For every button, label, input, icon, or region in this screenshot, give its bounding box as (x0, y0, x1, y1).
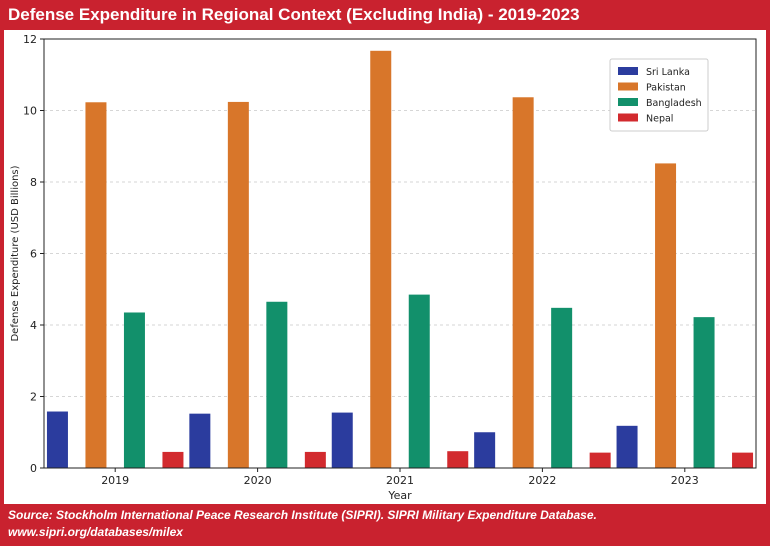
bar-chart: 0 2 4 6 8 10 12 2019 2020 2021 2022 2023 Year Defense… (10, 33, 757, 502)
bar-nepal-2021 (447, 451, 469, 468)
legend-label-pakistan: Pakistan (646, 83, 686, 94)
legend: Sri Lanka Pakistan Bangladesh Nepal (609, 58, 709, 132)
bar-bangladesh-2023 (693, 317, 715, 468)
x-tick-label: 2019 (101, 474, 129, 487)
bar-sri-lanka-2022 (474, 432, 496, 468)
y-tick-label: 12 (23, 33, 37, 46)
legend-swatch-bangladesh (618, 98, 638, 106)
bar-nepal-2023 (732, 452, 754, 468)
bar-sri-lanka-2021 (331, 412, 353, 468)
bar-sri-lanka-2023 (616, 425, 638, 468)
bar-pakistan-2019 (85, 102, 107, 468)
x-axis-label: Year (387, 489, 412, 502)
bar-pakistan-2021 (370, 50, 392, 469)
bar-pakistan-2023 (655, 163, 677, 468)
bar-bangladesh-2020 (266, 301, 288, 468)
x-tick-label: 2021 (386, 474, 414, 487)
legend-label-bangladesh: Bangladesh (646, 98, 702, 109)
bar-bangladesh-2021 (408, 294, 430, 468)
bar-bangladesh-2022 (551, 307, 573, 468)
x-tick-label: 2020 (244, 474, 272, 487)
legend-swatch-nepal (618, 113, 638, 122)
legend-box (609, 58, 709, 132)
bar-pakistan-2020 (227, 101, 249, 469)
legend-label-sri-lanka: Sri Lanka (646, 67, 690, 78)
plot-area: 0 2 4 6 8 10 12 2019 2020 2021 2022 2023 Year Defense… (4, 30, 766, 504)
plot-frame (43, 38, 757, 469)
bar-sri-lanka-2020 (189, 413, 211, 468)
bars (46, 50, 754, 469)
x-tick-label: 2023 (671, 474, 699, 487)
y-tick-label: 0 (30, 462, 37, 475)
bar-nepal-2022 (589, 452, 611, 468)
y-axis-label: Defense Expenditure (USD Billions) (10, 165, 21, 341)
source-line-1: Source: Stockholm International Peace Re… (8, 508, 597, 522)
bar-nepal-2019 (162, 451, 184, 468)
y-tick-label: 10 (23, 105, 37, 118)
source-line-2: www.sipri.org/databases/milex (8, 525, 183, 539)
chart-title: Defense Expenditure in Regional Context … (8, 5, 580, 24)
bar-bangladesh-2019 (123, 312, 145, 468)
y-tick-label: 2 (30, 391, 37, 404)
legend-swatch-pakistan (618, 82, 638, 91)
legend-label-nepal: Nepal (646, 114, 673, 125)
y-tick-label: 8 (30, 176, 37, 189)
x-tick-label: 2022 (528, 474, 556, 487)
source-note: Source: Stockholm International Peace Re… (8, 507, 764, 541)
y-tick-label: 6 (30, 248, 37, 261)
bar-sri-lanka-2019 (46, 411, 68, 468)
bar-pakistan-2022 (512, 97, 534, 469)
y-tick-label: 4 (30, 319, 37, 332)
bar-nepal-2020 (304, 451, 326, 468)
axes: 0 2 4 6 8 10 12 2019 2020 2021 2022 2023 Year Defense… (10, 33, 757, 502)
legend-swatch-sri-lanka (618, 67, 638, 75)
